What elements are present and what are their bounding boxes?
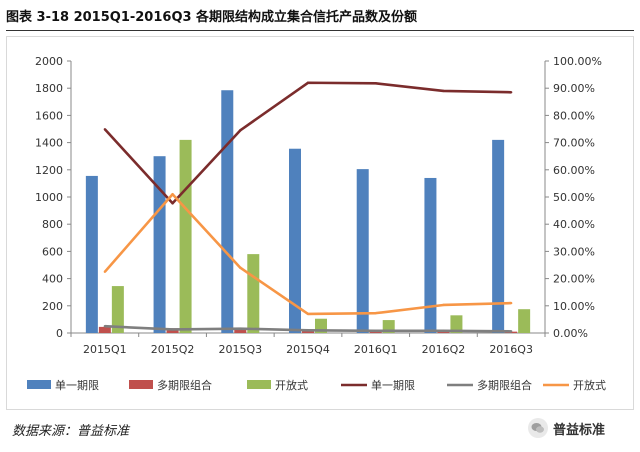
right-tick-label: 50.00% [553,191,595,204]
line-point-1 [171,202,174,205]
chart-title: 图表 3-18 2015Q1-2016Q3 各期限结构成立集合信托产品数及份额 [6,10,418,25]
line-point-2 [509,330,513,333]
bar-2 [98,326,111,333]
x-tick-label: 2016Q3 [489,343,533,356]
legend-swatch [27,380,51,389]
legend-label: 开放式 [573,378,606,392]
x-tick-label: 2015Q4 [286,343,330,356]
left-tick-label: 1000 [35,191,63,204]
legend-swatch [129,380,153,389]
brand-badge: 普益标准 [528,416,605,440]
combo-chart: 0 200 400 600 800 1000 1200 1400 1600 1800 2000 0.0… [27,55,606,392]
x-tick-label: 2015Q2 [151,343,195,356]
source-note: 数据来源：普益标准 [12,424,130,439]
line-point-3 [306,312,310,316]
bar-3 [450,315,463,333]
line-point-1 [239,129,242,132]
right-tick-label: 10.00% [553,300,595,313]
legend: 单一期限 多期限组合 开放式 单一期限 多期限组合 开放式 [27,378,606,392]
right-tick-label: 70.00% [553,137,595,150]
left-tick-label: 1800 [35,82,63,95]
bar-3 [111,286,124,333]
x-tick-label: 2016Q2 [422,343,466,356]
line-series-3 [103,192,512,316]
line-point-3 [171,193,174,196]
left-tick-label: 1400 [35,137,63,150]
bar-1 [492,139,505,333]
right-tick-label: 0.00% [553,327,588,340]
line-point-3 [103,270,107,273]
left-tick-label: 400 [42,273,63,286]
legend-label: 单一期限 [55,379,99,392]
left-tick-label: 600 [42,245,63,258]
bar-3 [247,254,260,333]
line-series-1 [103,81,512,205]
right-tick-label: 20.00% [553,273,595,286]
bar-1 [153,156,166,333]
line-point-2 [374,329,377,333]
x-tick-label: 2016Q1 [354,343,398,356]
bar-1 [289,148,301,333]
line-point-2 [171,328,174,331]
bar-1 [356,169,369,333]
left-tick-label: 2000 [35,55,63,68]
bar-3 [518,309,531,333]
left-tick-label: 800 [42,218,63,231]
brand-name: 普益标准 [553,422,606,438]
chart-frame: 0 200 400 600 800 1000 1200 1400 1600 1800 2000 0.0… [6,36,634,410]
bar-1 [221,90,234,333]
line-point-3 [239,266,242,269]
x-tick-label: 2015Q1 [83,343,127,356]
line-point-3 [509,301,513,305]
line-point-3 [442,303,445,307]
line-point-2 [103,325,107,328]
line-point-2 [442,329,445,333]
legend-label: 开放式 [275,378,308,392]
bar-1 [424,177,437,333]
legend-label: 多期限组合 [157,378,212,392]
line-point-1 [509,91,513,94]
left-tick-label: 0 [56,327,63,340]
line-point-1 [306,81,310,84]
left-tick-label: 1200 [35,164,63,177]
line-point-1 [103,128,107,131]
line-point-1 [374,82,377,85]
legend-label: 单一期限 [371,379,415,392]
right-tick-label: 100.00% [553,55,602,68]
bar-2 [234,328,247,333]
line-point-2 [239,327,242,330]
right-tick-label: 60.00% [553,164,595,177]
right-tick-label: 90.00% [553,82,595,95]
legend-label: 多期限组合 [477,378,532,392]
line-point-1 [442,89,445,93]
line-point-3 [374,311,377,315]
right-tick-label: 40.00% [553,218,595,231]
left-tick-label: 1600 [35,109,63,122]
x-tick-label: 2015Q3 [218,343,262,356]
right-tick-label: 30.00% [553,245,595,258]
right-tick-label: 80.00% [553,109,595,122]
bar-1 [85,175,98,333]
legend-swatch [247,380,271,389]
wechat-icon [528,418,548,438]
line-point-2 [306,329,310,332]
title-divider [6,30,634,31]
left-tick-label: 200 [42,300,63,313]
bar-3 [179,139,192,333]
